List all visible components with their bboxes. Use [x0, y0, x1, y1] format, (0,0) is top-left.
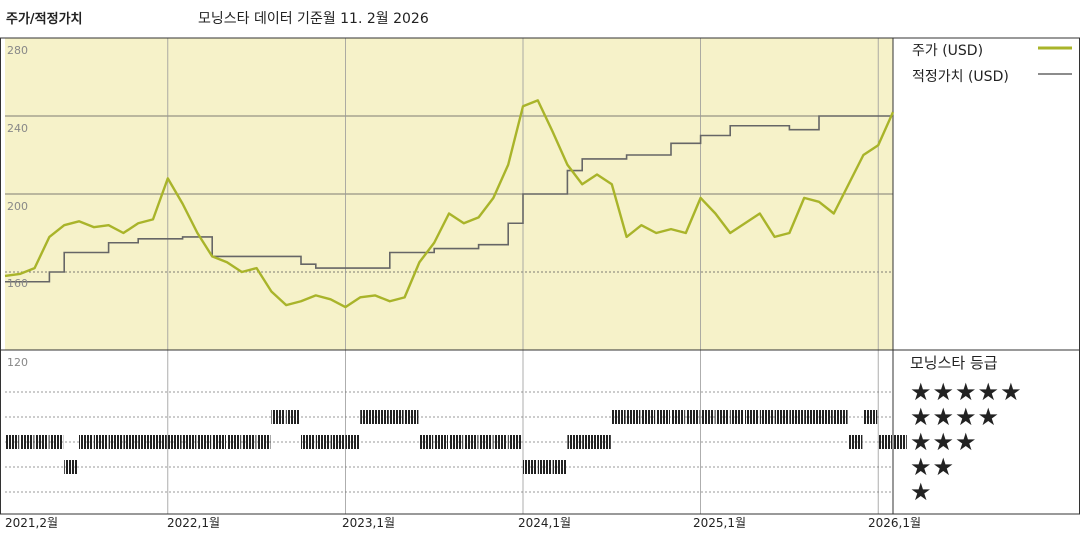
- rating-bar: [671, 410, 685, 424]
- rating-row-5-stars: ★★★★★: [910, 378, 1023, 406]
- price-layer: [4, 99, 895, 309]
- rating-bar: [626, 410, 641, 424]
- rating-bar: [611, 410, 626, 424]
- rating-bar: [330, 435, 345, 449]
- rating-bar: [434, 435, 448, 449]
- y-tick-label: 160: [7, 277, 28, 290]
- rating-bar: [878, 435, 892, 449]
- y-tick-label: 200: [7, 200, 28, 213]
- x-tick-label: 2025,1월: [693, 516, 747, 530]
- x-tick-label: 2022,1월: [167, 516, 221, 530]
- rating-bar: [286, 410, 300, 424]
- rating-row-3-stars: ★★★: [910, 428, 978, 456]
- rating-bar: [49, 435, 64, 449]
- rating-bar: [182, 435, 197, 449]
- rating-bar: [582, 435, 596, 449]
- rating-bar: [153, 435, 167, 449]
- rating-bar: [523, 460, 537, 474]
- rating-panel-title: 모닝스타 등급: [910, 354, 998, 372]
- rating-bar: [227, 435, 241, 449]
- rating-bar: [241, 435, 256, 449]
- rating-bar: [315, 435, 330, 449]
- legend-price-label: 주가 (USD): [912, 43, 984, 59]
- legend-fair-value-label: 적정가치 (USD): [912, 69, 1009, 85]
- rating-bar: [863, 410, 878, 424]
- y-tick-label: 120: [7, 356, 28, 369]
- rating-bar: [715, 410, 730, 424]
- rating-bar: [197, 435, 212, 449]
- rating-bar: [271, 410, 286, 424]
- rating-bar: [745, 410, 759, 424]
- rating-bar: [730, 410, 744, 424]
- chart-title: 주가/적정가치: [6, 12, 83, 27]
- x-tick-label: 2023,1월: [342, 516, 396, 530]
- rating-bar: [463, 435, 478, 449]
- rating-bar: [5, 435, 19, 449]
- rating-bar: [449, 435, 463, 449]
- rating-bar: [64, 460, 78, 474]
- rating-bar: [108, 435, 123, 449]
- rating-bar: [34, 435, 49, 449]
- rating-bar: [167, 435, 182, 449]
- rating-bar: [404, 410, 419, 424]
- rating-bar: [419, 435, 434, 449]
- rating-bar: [123, 435, 138, 449]
- rating-bar: [700, 410, 715, 424]
- x-tick-label: 2024,1월: [518, 516, 572, 530]
- rating-bar: [138, 435, 152, 449]
- rating-bar: [301, 435, 315, 449]
- rating-bar: [597, 435, 611, 449]
- rating-bar: [256, 435, 271, 449]
- y-tick-label: 280: [7, 44, 28, 57]
- rating-bar: [833, 410, 848, 424]
- rating-bar: [345, 435, 360, 449]
- rating-bar: [567, 435, 582, 449]
- fair-value-layer: [5, 115, 893, 283]
- rating-bar: [552, 460, 567, 474]
- chart-subtitle: 모닝스타 데이터 기준월 11. 2월 2026: [198, 11, 429, 27]
- rating-row-1-star: ★: [910, 478, 933, 506]
- rating-bar: [656, 410, 670, 424]
- rating-row-2-stars: ★★: [910, 453, 956, 481]
- rating-bar: [19, 435, 34, 449]
- rating-bar: [93, 435, 108, 449]
- rating-bar: [389, 410, 404, 424]
- rating-bar: [493, 435, 508, 449]
- rating-bar: [360, 410, 374, 424]
- x-tick-label: 2026,1월: [868, 516, 922, 530]
- rating-bar: [789, 410, 804, 424]
- rating-bar: [537, 460, 552, 474]
- rating-row-4-stars: ★★★★: [910, 403, 1001, 431]
- rating-bar: [641, 410, 656, 424]
- y-tick-label: 240: [7, 122, 28, 135]
- rating-bar: [893, 435, 907, 449]
- price-panel: [0, 37, 1080, 515]
- rating-bar: [508, 435, 522, 449]
- rating-bar: [759, 410, 774, 424]
- rating-bar: [685, 410, 700, 424]
- rating-bar: [848, 435, 863, 449]
- x-tick-label: 2021,2월: [5, 516, 59, 530]
- rating-bar: [375, 410, 389, 424]
- rating-bar: [212, 435, 226, 449]
- rating-bar: [774, 410, 789, 424]
- fair-value-line: [5, 115, 893, 283]
- legend-swatches: [1038, 46, 1072, 75]
- rating-bar: [804, 410, 818, 424]
- rating-bar: [79, 435, 93, 449]
- rating-bars: [5, 410, 907, 474]
- rating-bar: [478, 435, 493, 449]
- rating-bar: [819, 410, 833, 424]
